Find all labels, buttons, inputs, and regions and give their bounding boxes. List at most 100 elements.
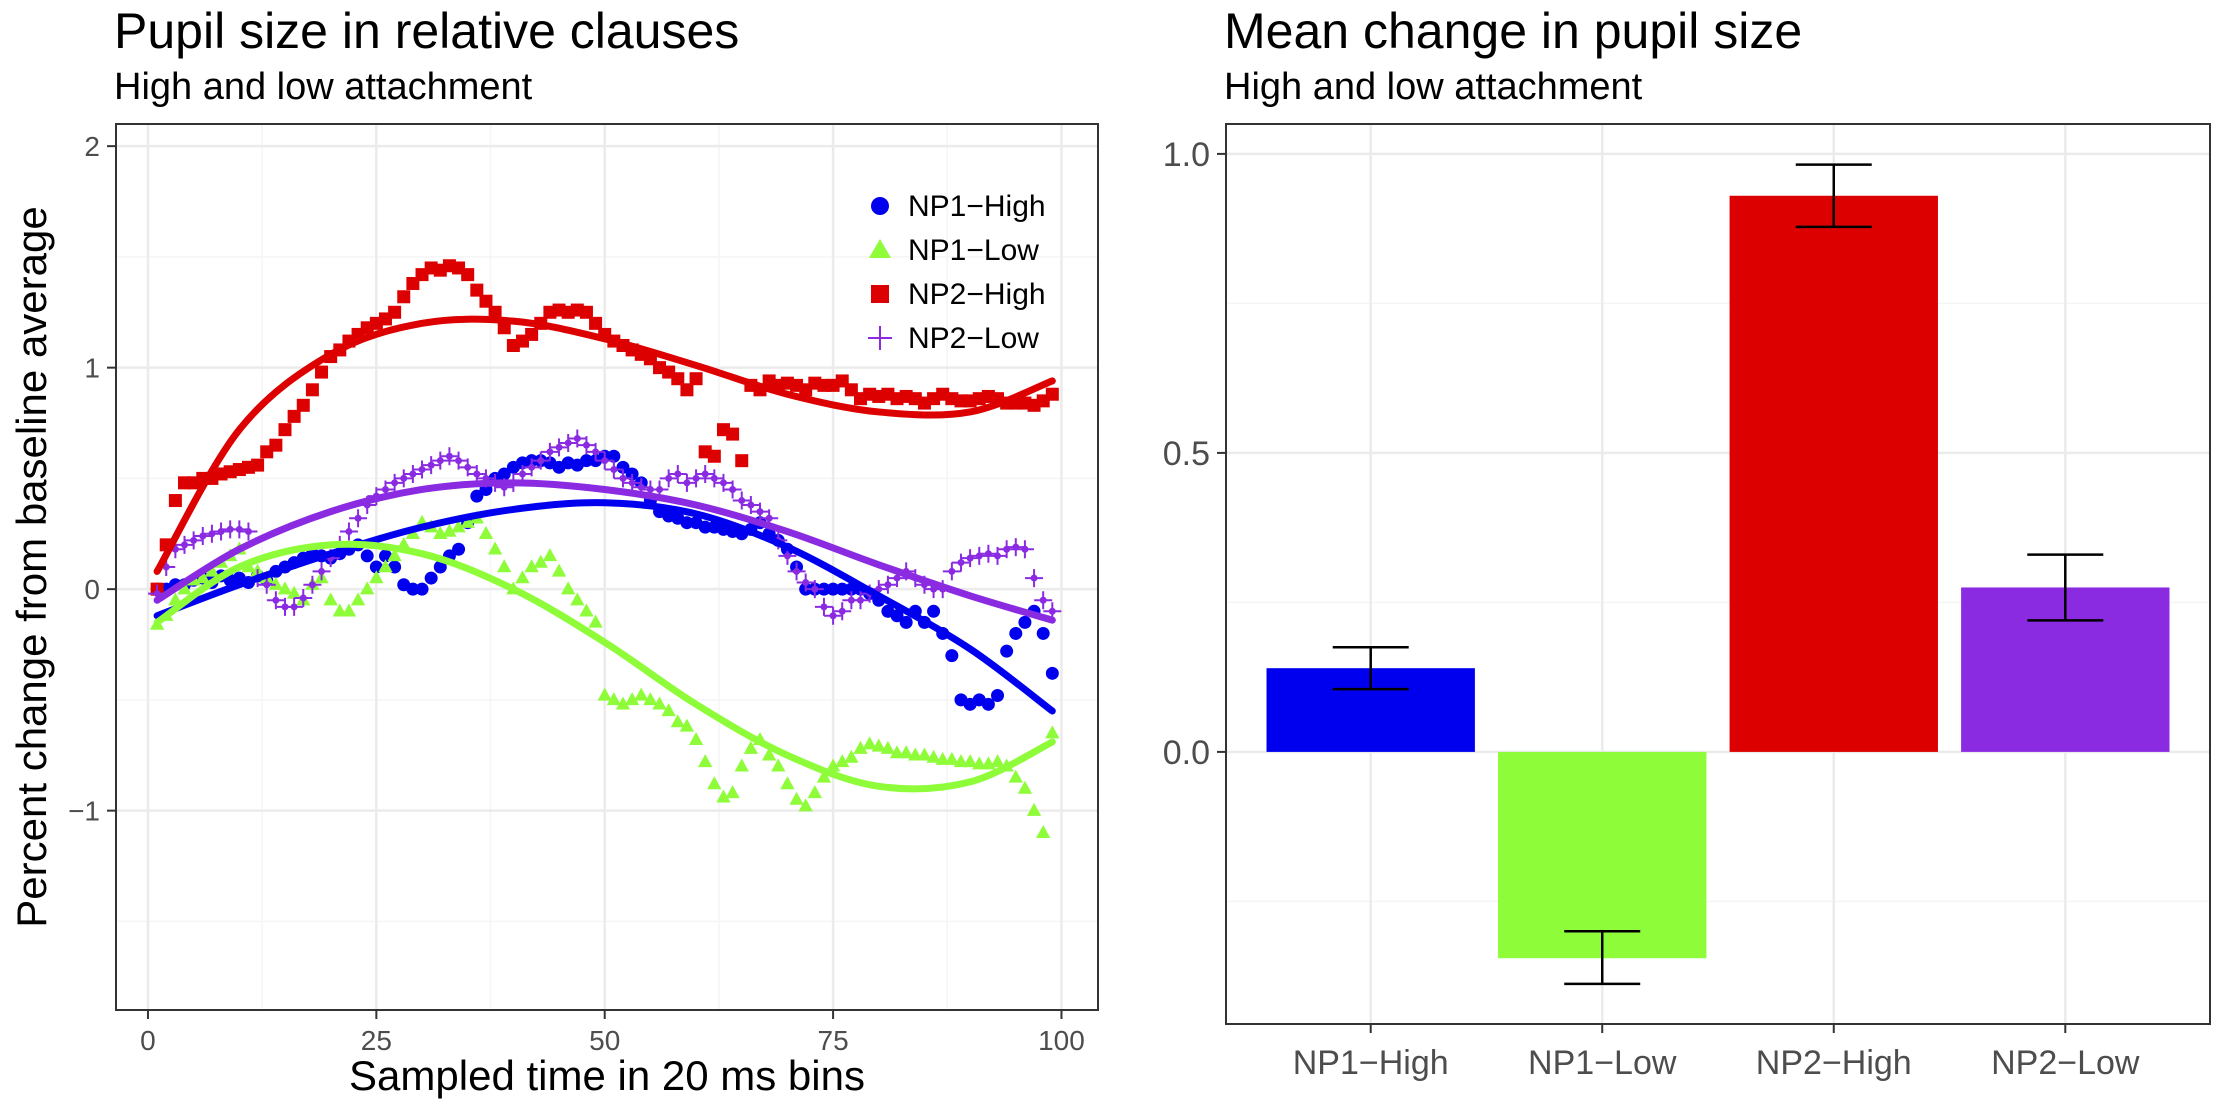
data-point — [323, 592, 338, 606]
data-point — [551, 563, 567, 577]
legend: NP1−High NP1−Low NP2−High NP2−Low — [868, 190, 1046, 355]
error-bar — [2027, 553, 2104, 622]
data-point — [991, 688, 1005, 702]
data-point — [990, 754, 1005, 768]
data-point — [789, 791, 804, 805]
data-point — [1000, 644, 1014, 658]
data-point — [350, 592, 366, 606]
data-point — [533, 554, 548, 568]
data-point — [972, 756, 987, 770]
data-point — [452, 542, 466, 556]
data-point — [826, 582, 840, 596]
data-point — [816, 769, 832, 783]
data-point — [579, 603, 594, 617]
data-point — [979, 544, 998, 563]
data-point — [360, 581, 375, 595]
right-panel-border — [1225, 123, 2211, 1025]
data-point — [285, 597, 304, 616]
data-point — [394, 469, 413, 488]
left-scatter-plot: 0 25 50 75 100 −1 0 1 2 Sampled time in 20 ms bin… — [8, 123, 1099, 1099]
data-point — [286, 585, 302, 599]
data-point — [458, 458, 477, 477]
data-point — [296, 398, 310, 412]
data-point — [1026, 802, 1042, 816]
bar — [1498, 751, 1707, 959]
y-tick-label: 2 — [84, 131, 100, 162]
data-point — [597, 687, 612, 701]
data-point — [239, 522, 258, 541]
data-point — [525, 327, 539, 341]
data-point — [878, 575, 897, 594]
fit-curve-np2-low — [153, 479, 1056, 624]
data-point — [615, 696, 631, 710]
data-point — [251, 458, 265, 472]
data-point — [312, 562, 331, 581]
right-chart-title: Mean change in pupil size — [1224, 3, 1803, 59]
data-point — [606, 692, 622, 706]
data-point — [524, 559, 539, 573]
left-chart-subtitle: High and low attachment — [114, 66, 533, 108]
data-point — [559, 433, 578, 452]
data-point — [269, 438, 283, 452]
data-point — [550, 438, 569, 457]
data-point — [266, 591, 285, 610]
data-point — [935, 751, 950, 765]
data-point — [926, 749, 941, 763]
data-point — [168, 494, 182, 508]
data-point — [835, 754, 850, 768]
data-point — [668, 464, 687, 483]
data-point — [561, 581, 576, 595]
error-bar — [1564, 930, 1641, 986]
y-tick-label: 0.0 — [1163, 734, 1210, 772]
data-point — [277, 581, 293, 595]
data-point — [833, 602, 852, 621]
data-point — [962, 754, 978, 768]
data-point — [623, 473, 642, 492]
data-point — [1045, 387, 1059, 401]
x-tick-label: NP1−Low — [1528, 1044, 1677, 1082]
bar — [1729, 195, 1938, 752]
data-point — [478, 525, 494, 539]
data-point — [579, 305, 593, 319]
data-point — [195, 570, 210, 584]
data-point — [835, 582, 849, 596]
data-point — [988, 546, 1007, 565]
data-point — [732, 491, 751, 510]
data-point — [661, 703, 676, 717]
data-point — [440, 447, 459, 466]
data-point — [787, 562, 806, 581]
data-point — [470, 489, 484, 503]
data-point — [970, 546, 989, 565]
data-point — [689, 372, 703, 386]
data-point — [741, 495, 760, 514]
left-chart-title: Pupil size in relative clauses — [114, 3, 740, 59]
data-point — [780, 776, 795, 790]
data-point — [624, 692, 640, 706]
data-point — [981, 697, 995, 711]
data-point — [287, 409, 301, 423]
data-point — [726, 427, 740, 441]
data-point — [278, 423, 292, 437]
data-point — [679, 718, 695, 732]
data-point — [723, 480, 742, 499]
data-point — [449, 451, 468, 470]
data-point — [1045, 666, 1059, 680]
data-point — [577, 436, 596, 455]
data-point — [670, 714, 685, 728]
data-point — [1036, 626, 1050, 640]
data-point — [796, 573, 815, 592]
data-point — [315, 365, 329, 379]
left-panel-border — [115, 123, 1099, 1011]
data-point — [403, 464, 422, 483]
data-point — [1015, 540, 1034, 559]
data-point — [677, 473, 696, 492]
y-axis-title: Percent change from baseline average — [8, 206, 55, 927]
x-tick-label: NP1−High — [1293, 1044, 1449, 1082]
legend-label: NP2−High — [908, 278, 1046, 311]
data-point — [698, 754, 713, 768]
data-point — [688, 731, 704, 745]
y-tick-label: −1 — [68, 796, 100, 827]
data-point — [388, 305, 402, 319]
legend-label: NP1−Low — [908, 234, 1039, 267]
right-bar-chart: 0.0 0.5 1.0 NP1−High NP1−Low NP2−High NP2−Low — [1163, 123, 2211, 1082]
